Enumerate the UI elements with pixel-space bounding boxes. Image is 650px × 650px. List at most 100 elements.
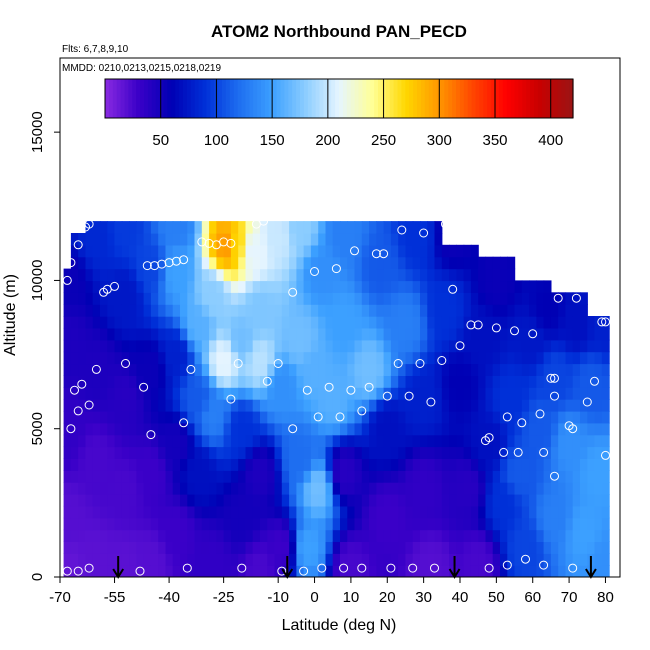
heatmap-cell (129, 327, 137, 341)
observation-point (510, 326, 519, 336)
heatmap-cell (361, 565, 370, 577)
colorbar-segment (389, 79, 395, 118)
heatmap-cell (420, 280, 428, 293)
heatmap-cell (369, 482, 377, 495)
heatmap-cell (449, 434, 457, 448)
heatmap-cell (332, 363, 341, 376)
heatmap-cell (318, 387, 327, 400)
heatmap-cell (412, 327, 421, 341)
heatmap-cell (289, 505, 297, 519)
heatmap-cell (543, 410, 552, 424)
heatmap-cell (150, 256, 159, 270)
heatmap-cell (449, 256, 457, 270)
heatmap-cell (340, 327, 348, 341)
heatmap-cell (136, 221, 145, 234)
heatmap-cell (201, 351, 210, 365)
colorbar-segment (331, 79, 336, 118)
heatmap-cell (434, 399, 443, 412)
heatmap-cell (260, 565, 268, 577)
heatmap-cell (107, 422, 116, 436)
heatmap-cell (129, 351, 137, 365)
heatmap-cell (521, 422, 530, 436)
heatmap-cell (252, 529, 261, 542)
heatmap-cell (100, 316, 108, 329)
heatmap-cell (289, 351, 297, 365)
heatmap-cell (310, 553, 319, 566)
heatmap-cell (361, 422, 370, 436)
observation-point (386, 563, 396, 573)
heatmap-cell (129, 541, 137, 554)
heatmap-cell (85, 494, 94, 507)
heatmap-cell (550, 410, 559, 424)
heatmap-cell (332, 470, 341, 483)
heatmap-cell (114, 541, 123, 554)
heatmap-cell (420, 327, 428, 341)
heatmap-cell (209, 553, 217, 566)
heatmap-cell (289, 399, 297, 412)
observation-point (379, 249, 389, 259)
heatmap-cell (572, 316, 581, 329)
heatmap-cell (180, 244, 188, 258)
heatmap-cell (390, 327, 399, 341)
heatmap-cell (216, 327, 225, 341)
heatmap-cell (325, 446, 334, 459)
heatmap-cell (550, 399, 559, 412)
colorbar-segment (549, 79, 555, 118)
colorbar-segment (300, 79, 305, 118)
heatmap-cell (216, 399, 225, 412)
heatmap-cell (470, 244, 479, 258)
heatmap-cell (100, 482, 108, 495)
heatmap-cell (478, 541, 487, 554)
heatmap-cell (536, 422, 545, 436)
heatmap-cell (361, 280, 370, 293)
heatmap-cell (180, 553, 188, 566)
heatmap-cell (500, 351, 508, 365)
heatmap-cell (216, 529, 225, 542)
heatmap-cell (85, 529, 94, 542)
heatmap-cell (521, 458, 530, 471)
heatmap-cell (470, 434, 479, 448)
heatmap-cell (485, 470, 494, 483)
heatmap-cell (63, 470, 72, 483)
heatmap-cell (354, 221, 363, 234)
heatmap-cell (485, 494, 494, 507)
heatmap-cell (405, 517, 414, 531)
heatmap-cell (150, 446, 159, 459)
heatmap-cell (580, 494, 588, 507)
heatmap-cell (289, 256, 297, 270)
colorbar-segment (147, 79, 153, 118)
colorbar-segment (409, 79, 414, 118)
heatmap-cell (449, 470, 457, 483)
heatmap-cell (223, 458, 232, 471)
heatmap-cell (187, 482, 196, 495)
heatmap-cell (165, 434, 174, 448)
heatmap-cell (143, 422, 152, 436)
heatmap-cell (478, 410, 487, 424)
heatmap-cell (580, 304, 588, 317)
heatmap-cell (267, 541, 276, 554)
heatmap-cell (514, 292, 523, 305)
heatmap-cell (267, 470, 276, 483)
heatmap-cell (536, 399, 545, 412)
heatmap-cell (92, 221, 101, 234)
heatmap-cell (223, 541, 232, 554)
heatmap-cell (201, 529, 210, 542)
heatmap-cell (92, 553, 101, 566)
colorbar-segment (167, 79, 172, 118)
heatmap-cell (580, 339, 588, 353)
heatmap-cell (107, 517, 116, 531)
heatmap-cell (536, 482, 545, 495)
colorbar-segment (155, 79, 161, 118)
heatmap-cell (427, 375, 436, 388)
heatmap-cell (340, 221, 348, 234)
heatmap-cell (587, 351, 596, 365)
heatmap-cell (572, 446, 581, 459)
heatmap-cell (245, 482, 254, 495)
heatmap-cell (376, 256, 385, 270)
colorbar-segment (108, 79, 114, 118)
heatmap-cell (245, 541, 254, 554)
heatmap-cell (536, 327, 545, 341)
heatmap-cell (507, 422, 516, 436)
heatmap-cell (238, 541, 247, 554)
heatmap-cell (129, 221, 137, 234)
